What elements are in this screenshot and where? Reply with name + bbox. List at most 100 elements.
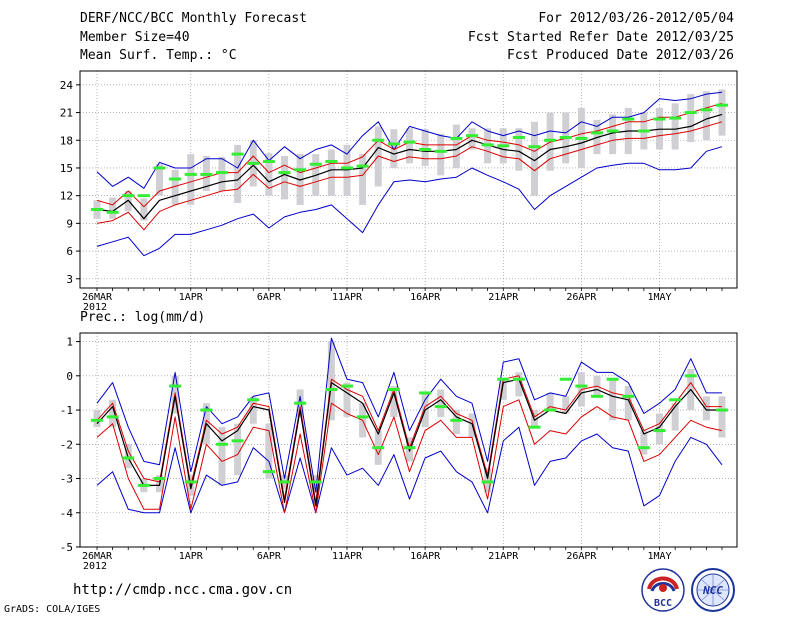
- spread-box: [109, 197, 117, 219]
- y-tick-label: 21: [60, 107, 73, 120]
- x-tick-label: 1APR: [179, 292, 204, 303]
- member-marker: [247, 161, 260, 165]
- spread-box: [546, 392, 554, 411]
- ncc-logo-text: NCC: [702, 584, 723, 597]
- x-tick-label: 1MAY: [647, 292, 671, 303]
- member-marker: [387, 142, 400, 146]
- spread-box: [452, 410, 460, 435]
- spread-box: [140, 198, 148, 221]
- temperature-variable-label: Mean Surf. Temp.: °C: [80, 48, 237, 63]
- x-tick-label: 26MAR: [82, 292, 113, 303]
- bcc-logo-text: BCC: [654, 598, 672, 609]
- x-tick-label: 2012: [83, 561, 107, 572]
- member-marker: [653, 117, 666, 121]
- member-marker: [434, 405, 447, 409]
- x-tick-label: 16APR: [410, 551, 441, 562]
- spread-box: [281, 155, 288, 200]
- member-marker: [325, 159, 338, 163]
- member-marker: [481, 480, 494, 484]
- x-tick-label: 21APR: [488, 551, 519, 562]
- spread-box: [452, 124, 460, 168]
- member-marker: [294, 168, 307, 172]
- spread-box: [624, 386, 632, 421]
- x-tick-label: 6APR: [257, 292, 282, 303]
- y-tick-label: 9: [66, 217, 73, 230]
- member-marker: [450, 136, 463, 140]
- bcc-logo: BCC: [641, 568, 685, 612]
- member-marker: [419, 147, 432, 151]
- member-marker: [559, 135, 572, 139]
- spread-box: [249, 396, 257, 424]
- y-tick-label: -5: [60, 541, 73, 554]
- member-marker: [622, 394, 635, 398]
- x-tick-label: 1MAY: [647, 551, 671, 562]
- member-marker: [653, 429, 666, 433]
- spread-box: [156, 164, 163, 196]
- member-marker: [122, 456, 135, 460]
- spread-box: [609, 379, 617, 421]
- source-url[interactable]: http://cmdp.ncc.cma.gov.cn: [73, 582, 293, 598]
- spread-box: [640, 430, 648, 455]
- member-marker: [325, 387, 338, 391]
- spread-box: [406, 128, 413, 164]
- spread-box: [671, 403, 679, 431]
- member-marker: [606, 129, 619, 133]
- spread-box: [437, 389, 445, 417]
- member-marker: [91, 208, 103, 212]
- member-marker: [356, 164, 369, 168]
- y-tick-label: 1: [66, 336, 73, 349]
- spread-box: [390, 386, 398, 417]
- member-marker: [700, 108, 713, 112]
- member-marker: [372, 138, 385, 142]
- y-tick-label: 3: [66, 273, 73, 286]
- spread-box: [531, 410, 538, 428]
- member-marker: [387, 387, 400, 391]
- spread-box: [515, 372, 523, 397]
- member-marker: [512, 377, 525, 381]
- member-marker: [450, 418, 463, 422]
- member-marker: [262, 470, 275, 474]
- member-marker: [528, 425, 541, 429]
- member-marker: [372, 446, 385, 450]
- member-marker: [137, 483, 150, 487]
- member-marker: [591, 394, 603, 398]
- member-marker: [684, 111, 697, 115]
- member-marker: [544, 138, 557, 142]
- member-marker: [497, 377, 510, 381]
- member-marker: [106, 415, 119, 419]
- member-marker: [669, 116, 682, 120]
- plot-frame: [79, 332, 738, 548]
- member-marker: [512, 135, 525, 139]
- member-marker: [247, 398, 260, 402]
- x-tick-label: 1APR: [179, 551, 204, 562]
- x-tick-label: 26APR: [566, 292, 597, 303]
- y-tick-label: -2: [60, 438, 73, 451]
- member-marker: [200, 172, 213, 176]
- spread-box: [718, 89, 726, 136]
- spread-box: [484, 468, 492, 493]
- grads-credit: GrADS: COLA/IGES: [4, 604, 101, 615]
- y-tick-label: 18: [60, 134, 73, 147]
- forecast-period-label: For 2012/03/26-2012/05/04: [538, 11, 734, 26]
- spread-box: [109, 399, 117, 428]
- member-marker: [341, 166, 353, 170]
- spread-box: [437, 133, 445, 176]
- min-line: [96, 146, 723, 257]
- member-marker: [559, 377, 572, 381]
- member-marker: [216, 442, 228, 446]
- member-marker: [716, 408, 728, 412]
- spread-box: [718, 396, 726, 438]
- member-marker: [262, 159, 275, 163]
- chart-title: DERF/NCC/BCC Monthly Forecast: [80, 11, 307, 26]
- member-marker: [231, 152, 244, 156]
- x-tick-label: 11APR: [332, 292, 363, 303]
- spread-box: [359, 154, 367, 205]
- spread-box: [609, 114, 617, 155]
- x-tick-label: 21APR: [488, 292, 519, 303]
- lower-line: [96, 121, 723, 231]
- spread-box: [702, 396, 710, 421]
- spread-box: [562, 396, 570, 414]
